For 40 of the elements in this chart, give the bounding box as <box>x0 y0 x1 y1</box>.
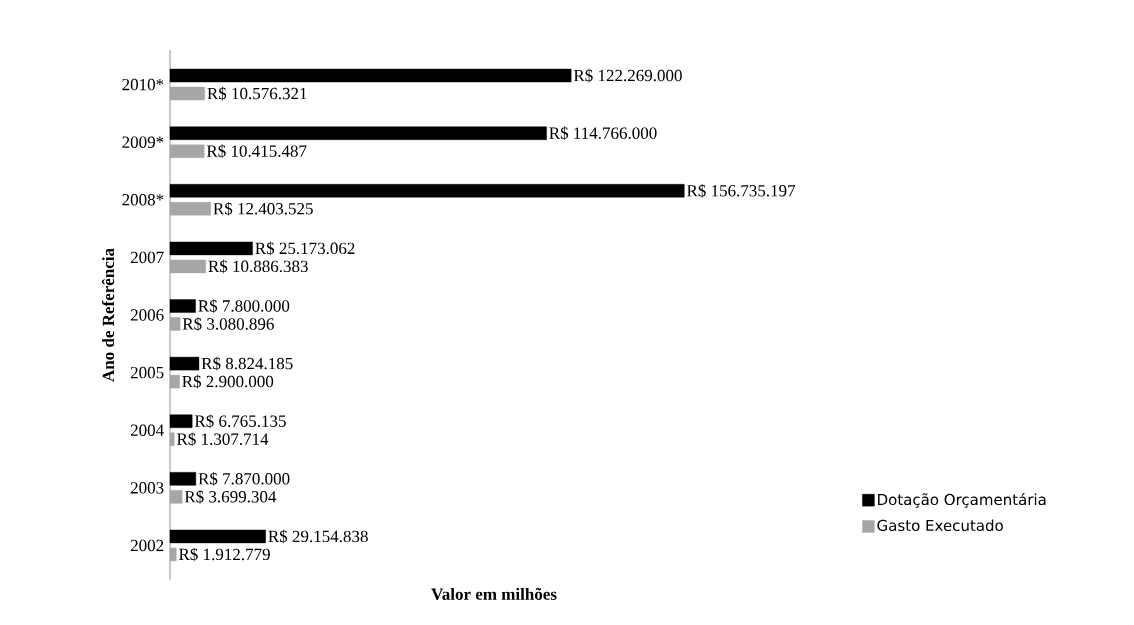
data-label: R$ 1.307.714 <box>176 432 269 447</box>
data-label: R$ 156.735.197 <box>686 183 796 198</box>
legend-label: Gasto Executado <box>877 519 1003 532</box>
y-tick-label: 2006 <box>130 309 164 321</box>
y-tick-label: 2003 <box>130 482 164 494</box>
bar <box>169 472 197 486</box>
x-axis-title: Valor em milhões <box>431 587 557 600</box>
y-tick-label: 2010* <box>122 78 164 91</box>
bar <box>169 356 200 371</box>
data-label: R$ 10.886.383 <box>208 259 308 274</box>
bar <box>169 126 547 140</box>
data-label: R$ 7.870.000 <box>198 472 290 486</box>
data-label: R$ 10.576.321 <box>207 86 307 101</box>
bar <box>169 68 572 83</box>
data-label: R$ 25.173.062 <box>255 241 355 256</box>
data-label: R$ 12.403.525 <box>213 201 313 216</box>
y-tick-label: 2004 <box>130 424 164 436</box>
y-tick-label: 2002 <box>130 539 164 552</box>
data-label: R$ 8.824.185 <box>201 356 293 371</box>
y-tick-label: 2007 <box>130 251 164 264</box>
data-label: R$ 1.912.779 <box>178 547 270 562</box>
data-label: R$ 3.080.896 <box>182 317 274 331</box>
data-label: R$ 3.699.304 <box>184 490 277 504</box>
bar <box>169 241 253 256</box>
data-label: R$ 2.900.000 <box>182 374 274 389</box>
y-tick-label: 2008* <box>122 194 164 206</box>
data-label: R$ 122.269.000 <box>573 68 682 83</box>
data-label: R$ 29.154.838 <box>268 529 368 544</box>
data-label: R$ 6.765.135 <box>194 414 286 429</box>
bar <box>169 299 196 313</box>
bar <box>169 529 266 544</box>
data-label: R$ 7.800.000 <box>198 299 290 313</box>
y-axis-title: Ano de Referência <box>101 248 115 382</box>
y-tick-label: 2005 <box>130 366 164 379</box>
y-tick-label: 2009* <box>122 136 164 148</box>
legend-label: Dotação Orçamentária <box>878 492 1046 508</box>
bar <box>169 184 685 198</box>
data-label: R$ 10.415.487 <box>206 144 307 158</box>
data-label: R$ 114.766.000 <box>549 126 657 140</box>
bar <box>169 414 193 428</box>
